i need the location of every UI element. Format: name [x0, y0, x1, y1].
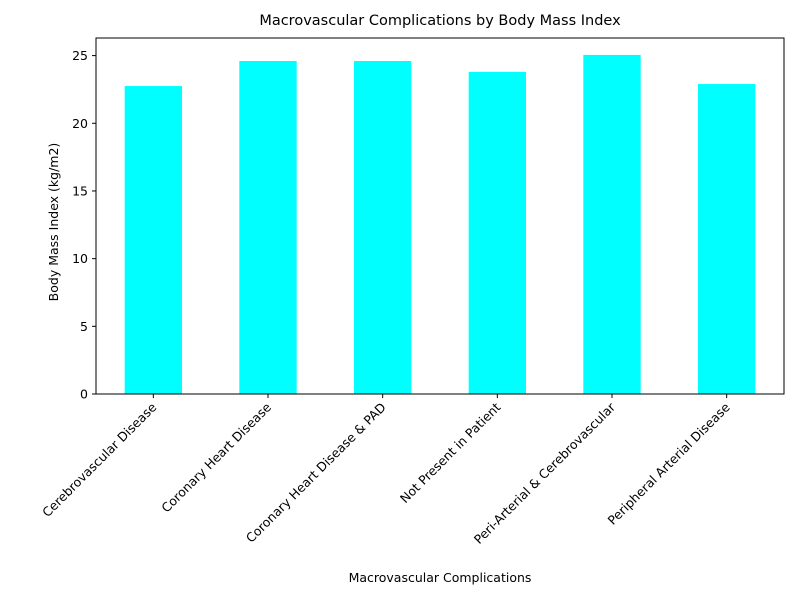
y-tick-label: 20 — [72, 116, 88, 131]
y-tick-label: 10 — [72, 251, 88, 266]
y-axis-label: Body Mass Index (kg/m2) — [46, 143, 61, 302]
chart-title: Macrovascular Complications by Body Mass… — [259, 13, 621, 29]
plot-area — [95, 37, 785, 395]
axes-frame — [95, 37, 785, 395]
bar — [239, 61, 297, 394]
x-axis-label: Macrovascular Complications — [349, 570, 532, 585]
y-tick-label: 25 — [72, 48, 88, 63]
y-tick-label: 0 — [80, 387, 88, 402]
y-tick-label: 5 — [80, 319, 88, 334]
y-tick-label: 15 — [72, 183, 88, 198]
bar — [468, 71, 526, 394]
bar — [354, 61, 412, 394]
bar — [698, 84, 756, 394]
y-axis: 0 5 10 15 20 25 — [72, 48, 96, 402]
bar — [124, 86, 182, 395]
bar — [583, 54, 641, 394]
